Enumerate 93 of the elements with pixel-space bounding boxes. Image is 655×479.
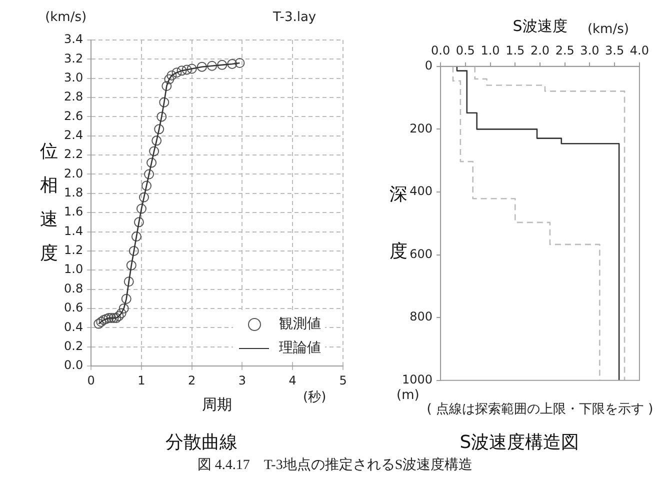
y-tick-label: 1.0 xyxy=(64,262,84,276)
text: 分散曲線 xyxy=(166,432,238,453)
x-tick-label: 1.0 xyxy=(480,43,500,58)
y-tick-label: 1.6 xyxy=(64,204,84,219)
y-tick-label: 200 xyxy=(410,121,433,136)
point xyxy=(101,314,112,324)
y-tick-label: 2.4 xyxy=(64,128,84,142)
y-tick-label: 1.2 xyxy=(64,243,84,258)
point xyxy=(146,158,157,168)
point xyxy=(176,66,187,76)
point xyxy=(128,246,139,256)
point xyxy=(162,81,172,92)
text: 深度 xyxy=(390,184,408,262)
x-tick-label: 3 xyxy=(238,373,246,388)
point xyxy=(152,136,162,146)
point xyxy=(106,313,116,324)
x-tick-label: 5 xyxy=(339,373,347,388)
x-tick-label: 1.5 xyxy=(506,43,525,58)
text: (km/s) xyxy=(45,10,87,25)
point xyxy=(124,276,134,287)
x-tick-label: 3.5 xyxy=(605,43,624,58)
y-axis-title: 位相速度 xyxy=(40,140,58,266)
y-tick-label: 600 xyxy=(410,246,433,261)
caption: 図 4.4.17 T-3地点の推定されるS波速度構造 xyxy=(197,456,473,474)
point xyxy=(114,311,124,322)
y-tick-label: 2.6 xyxy=(64,108,84,123)
x-tick-label: 0.0 xyxy=(430,43,450,58)
point xyxy=(186,64,197,74)
point xyxy=(182,64,192,75)
text: S波速度構造図 xyxy=(460,432,580,453)
text: (km/s) xyxy=(587,22,629,38)
point xyxy=(111,313,122,324)
point xyxy=(96,316,106,327)
x-tick-label: 2 xyxy=(188,373,196,388)
point xyxy=(126,260,136,270)
point xyxy=(234,58,245,68)
point xyxy=(121,294,132,304)
y-tick-label: 2.8 xyxy=(64,90,84,104)
y-tick-label: 1.4 xyxy=(64,224,84,238)
point xyxy=(227,58,238,69)
x-axis-title: S波速度 xyxy=(512,16,568,35)
y-tick-label: 800 xyxy=(410,310,433,324)
y-tick-label: 2.0 xyxy=(64,166,84,180)
point xyxy=(217,60,228,70)
text: ( 点線は探索範囲の上限・下限を示す ) xyxy=(426,401,654,418)
y-tick-label: 400 xyxy=(410,184,433,198)
point xyxy=(159,97,170,108)
y-tick-label: 2.2 xyxy=(64,147,84,162)
point xyxy=(94,318,104,329)
y-tick-label: 3.4 xyxy=(64,32,84,46)
x-tick-label: 0.5 xyxy=(456,43,475,58)
legend-label: 観測値 xyxy=(279,315,321,333)
x-axis-title: 周期 xyxy=(202,395,232,414)
y-tick-label: 3.2 xyxy=(64,51,84,66)
point xyxy=(154,124,164,134)
text: (m) xyxy=(396,388,420,404)
y-tick-label: 0 xyxy=(424,58,433,73)
y-tick-label: 3.0 xyxy=(64,70,84,84)
y-tick-label: 0.6 xyxy=(64,300,84,315)
x-tick-label: 2.0 xyxy=(530,43,550,58)
y-tick-label: 0.8 xyxy=(64,281,84,296)
text: T-3.lay xyxy=(273,10,316,25)
legend-label: 理論値 xyxy=(279,339,321,357)
point xyxy=(118,303,129,314)
x-tick-label: 4 xyxy=(288,373,296,388)
point xyxy=(134,217,144,228)
point xyxy=(108,313,119,324)
point xyxy=(131,232,142,242)
y-tick-label: 0.4 xyxy=(64,320,84,334)
x-tick-label: 2.5 xyxy=(555,43,574,58)
point xyxy=(104,313,114,324)
point xyxy=(98,314,109,325)
x-tick-label: 4.0 xyxy=(630,43,650,58)
point xyxy=(116,308,126,318)
y-tick-label: 1.8 xyxy=(64,186,84,200)
x-tick-label: 0 xyxy=(87,373,95,388)
point xyxy=(164,74,174,84)
y-tick-label: 0.2 xyxy=(64,338,84,353)
text: (秒) xyxy=(303,389,326,406)
point xyxy=(207,60,218,71)
point xyxy=(149,146,160,156)
point xyxy=(136,204,146,214)
point xyxy=(138,192,149,202)
point xyxy=(166,70,177,80)
x-tick-label: 1 xyxy=(138,373,146,388)
y-tick-label: 0.0 xyxy=(64,358,84,372)
point xyxy=(156,112,167,122)
point xyxy=(196,62,207,72)
point xyxy=(142,180,152,191)
point xyxy=(144,169,154,180)
x-tick-label: 3.0 xyxy=(580,43,600,58)
y-tick-label: 1000 xyxy=(402,372,433,387)
point xyxy=(172,68,182,78)
